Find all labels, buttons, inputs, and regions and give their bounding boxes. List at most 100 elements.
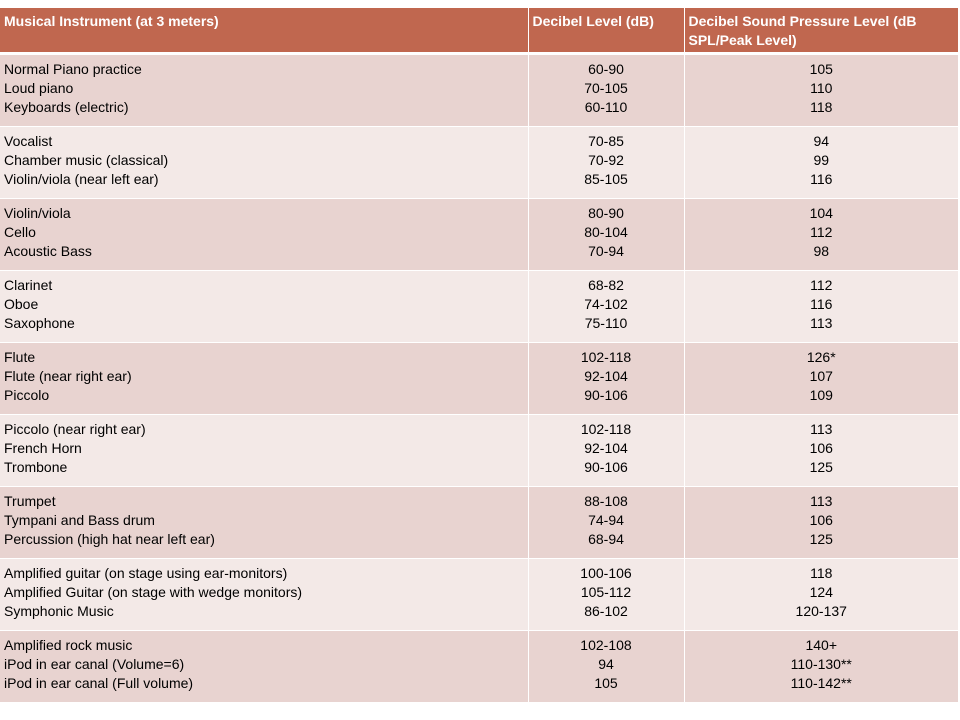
instrument-name: Oboe bbox=[4, 296, 39, 312]
decibel-level-value: 94 bbox=[598, 656, 614, 672]
instrument-name: Violin/viola (near left ear) bbox=[4, 171, 159, 187]
sound-pressure-value: 140+ bbox=[805, 637, 838, 653]
sound-pressure-value: 116 bbox=[810, 171, 833, 187]
decibel-level-value: 105 bbox=[594, 675, 618, 691]
sound-pressure-value: 124 bbox=[809, 584, 833, 600]
sound-pressure-value: 106 bbox=[809, 440, 833, 456]
instrument-cell: Amplified rock music iPod in ear canal (V… bbox=[0, 630, 529, 703]
sound-pressure-cell: 113 106 125 bbox=[684, 414, 958, 487]
sound-pressure-value: 125 bbox=[809, 531, 833, 547]
instrument-name: Normal Piano practice bbox=[4, 61, 142, 77]
table-row: Piccolo (near right ear) French Horn Tromb… bbox=[0, 414, 958, 487]
table-header-row: Musical Instrument (at 3 meters) Decibel… bbox=[0, 8, 958, 55]
instrument-name: Amplified guitar (on stage using ear-mon… bbox=[4, 565, 288, 581]
instrument-cell: Normal Piano practice Loud piano Keyboards… bbox=[0, 53, 529, 127]
sound-pressure-cell: 113 106 125 bbox=[684, 486, 958, 559]
decibel-level-value: 92-104 bbox=[584, 368, 628, 384]
instrument-name: Piccolo (near right ear) bbox=[4, 421, 146, 437]
table-body: Normal Piano practice Loud piano Keyboards… bbox=[0, 53, 958, 703]
decibel-level-cell: 102-118 92-104 90-106 bbox=[528, 414, 685, 487]
decibel-level-cell: 102-118 92-104 90-106 bbox=[528, 342, 685, 415]
instrument-name: Flute bbox=[4, 349, 36, 365]
sound-pressure-value: 118 bbox=[810, 565, 833, 581]
decibel-level-value: 60-90 bbox=[588, 61, 624, 77]
decibel-level-value: 70-85 bbox=[588, 133, 624, 149]
instrument-name: Cello bbox=[4, 224, 36, 240]
instrument-name: Symphonic Music bbox=[4, 603, 114, 619]
instrument-name: Amplified rock music bbox=[4, 637, 133, 653]
decibel-level-value: 68-94 bbox=[588, 531, 624, 547]
instrument-name: Percussion (high hat near left ear) bbox=[4, 531, 215, 547]
instrument-name: Trumpet bbox=[4, 493, 56, 509]
instrument-name: Flute (near right ear) bbox=[4, 368, 132, 384]
decibel-level-value: 68-82 bbox=[588, 277, 624, 293]
decibel-level-value: 75-110 bbox=[584, 315, 628, 331]
sound-pressure-value: 116 bbox=[810, 296, 833, 312]
instrument-cell: Vocalist Chamber music (classical) Violin/… bbox=[0, 126, 529, 199]
sound-pressure-value: 107 bbox=[809, 368, 833, 384]
sound-pressure-cell: 94 99 116 bbox=[684, 126, 958, 199]
sound-pressure-value: 94 bbox=[813, 133, 830, 149]
sound-pressure-value: 112 bbox=[810, 224, 833, 240]
sound-pressure-value: 98 bbox=[813, 243, 830, 259]
decibel-level-value: 70-105 bbox=[584, 80, 628, 96]
decibel-table-container: Musical Instrument (at 3 meters) Decibel… bbox=[0, 8, 958, 720]
sound-pressure-value: 126* bbox=[806, 349, 836, 365]
table-row: Vocalist Chamber music (classical) Violin/… bbox=[0, 126, 958, 199]
sound-pressure-cell: 118 124 120-137 bbox=[684, 558, 958, 631]
decibel-level-value: 90-106 bbox=[584, 387, 628, 403]
decibel-level-value: 102-118 bbox=[580, 349, 632, 365]
decibel-level-value: 85-105 bbox=[584, 171, 628, 187]
instrument-name: iPod in ear canal (Full volume) bbox=[4, 675, 194, 691]
sound-pressure-value: 110 bbox=[810, 80, 833, 96]
table-row: Violin/viola Cello Acoustic Bass 80-90 80-10… bbox=[0, 198, 958, 271]
table-row: Flute Flute (near right ear) Piccolo 102-11… bbox=[0, 342, 958, 415]
sound-pressure-cell: 126* 107 109 bbox=[684, 342, 958, 415]
decibel-level-value: 86-102 bbox=[584, 603, 628, 619]
decibel-level-value: 102-108 bbox=[580, 637, 632, 653]
decibel-level-value: 80-90 bbox=[588, 205, 624, 221]
decibel-level-value: 92-104 bbox=[584, 440, 628, 456]
table-row: Trumpet Tympani and Bass drum Percussion (… bbox=[0, 486, 958, 559]
sound-pressure-cell: 104 112 98 bbox=[684, 198, 958, 271]
sound-pressure-value: 110-130** bbox=[790, 656, 852, 672]
sound-pressure-value: 104 bbox=[809, 205, 833, 221]
decibel-level-value: 105-112 bbox=[580, 584, 632, 600]
instrument-name: Violin/viola bbox=[4, 205, 71, 221]
sound-pressure-value: 106 bbox=[809, 512, 833, 528]
decibel-level-cell: 100-106 105-112 86-102 bbox=[528, 558, 685, 631]
instrument-name: Saxophone bbox=[4, 315, 75, 331]
sound-pressure-value: 113 bbox=[810, 421, 833, 437]
header-decibel-level: Decibel Level (dB) bbox=[528, 8, 685, 55]
instrument-name: Chamber music (classical) bbox=[4, 152, 169, 168]
sound-pressure-value: 109 bbox=[809, 387, 833, 403]
header-sound-pressure-level: Decibel Sound Pressure Level (dB SPL/Pea… bbox=[684, 8, 958, 55]
sound-pressure-value: 99 bbox=[813, 152, 830, 168]
sound-pressure-value: 125 bbox=[809, 459, 833, 475]
instrument-cell: Clarinet Oboe Saxophone bbox=[0, 270, 529, 343]
instrument-name: Keyboards (electric) bbox=[4, 99, 129, 115]
instrument-cell: Violin/viola Cello Acoustic Bass bbox=[0, 198, 529, 271]
decibel-level-value: 90-106 bbox=[584, 459, 628, 475]
instrument-name: Piccolo bbox=[4, 387, 50, 403]
instrument-name: Clarinet bbox=[4, 277, 53, 293]
decibel-level-value: 102-118 bbox=[580, 421, 632, 437]
instrument-cell: Amplified guitar (on stage using ear-mon… bbox=[0, 558, 529, 631]
instrument-cell: Piccolo (near right ear) French Horn Tromb… bbox=[0, 414, 529, 487]
decibel-level-cell: 60-90 70-105 60-110 bbox=[528, 53, 685, 127]
sound-pressure-value: 110-142** bbox=[790, 675, 852, 691]
instrument-name: French Horn bbox=[4, 440, 82, 456]
decibel-level-value: 74-102 bbox=[584, 296, 628, 312]
decibel-level-value: 74-94 bbox=[588, 512, 624, 528]
decibel-level-cell: 68-82 74-102 75-110 bbox=[528, 270, 685, 343]
sound-pressure-value: 112 bbox=[810, 277, 833, 293]
sound-pressure-value: 113 bbox=[810, 493, 833, 509]
decibel-level-cell: 88-108 74-94 68-94 bbox=[528, 486, 685, 559]
instrument-name: Amplified Guitar (on stage with wedge mo… bbox=[4, 584, 303, 600]
instrument-cell: Flute Flute (near right ear) Piccolo bbox=[0, 342, 529, 415]
instrument-name: Acoustic Bass bbox=[4, 243, 92, 259]
header-instrument: Musical Instrument (at 3 meters) bbox=[0, 8, 529, 55]
sound-pressure-cell: 112 116 113 bbox=[684, 270, 958, 343]
decibel-level-cell: 80-90 80-104 70-94 bbox=[528, 198, 685, 271]
instrument-name: Vocalist bbox=[4, 133, 53, 149]
